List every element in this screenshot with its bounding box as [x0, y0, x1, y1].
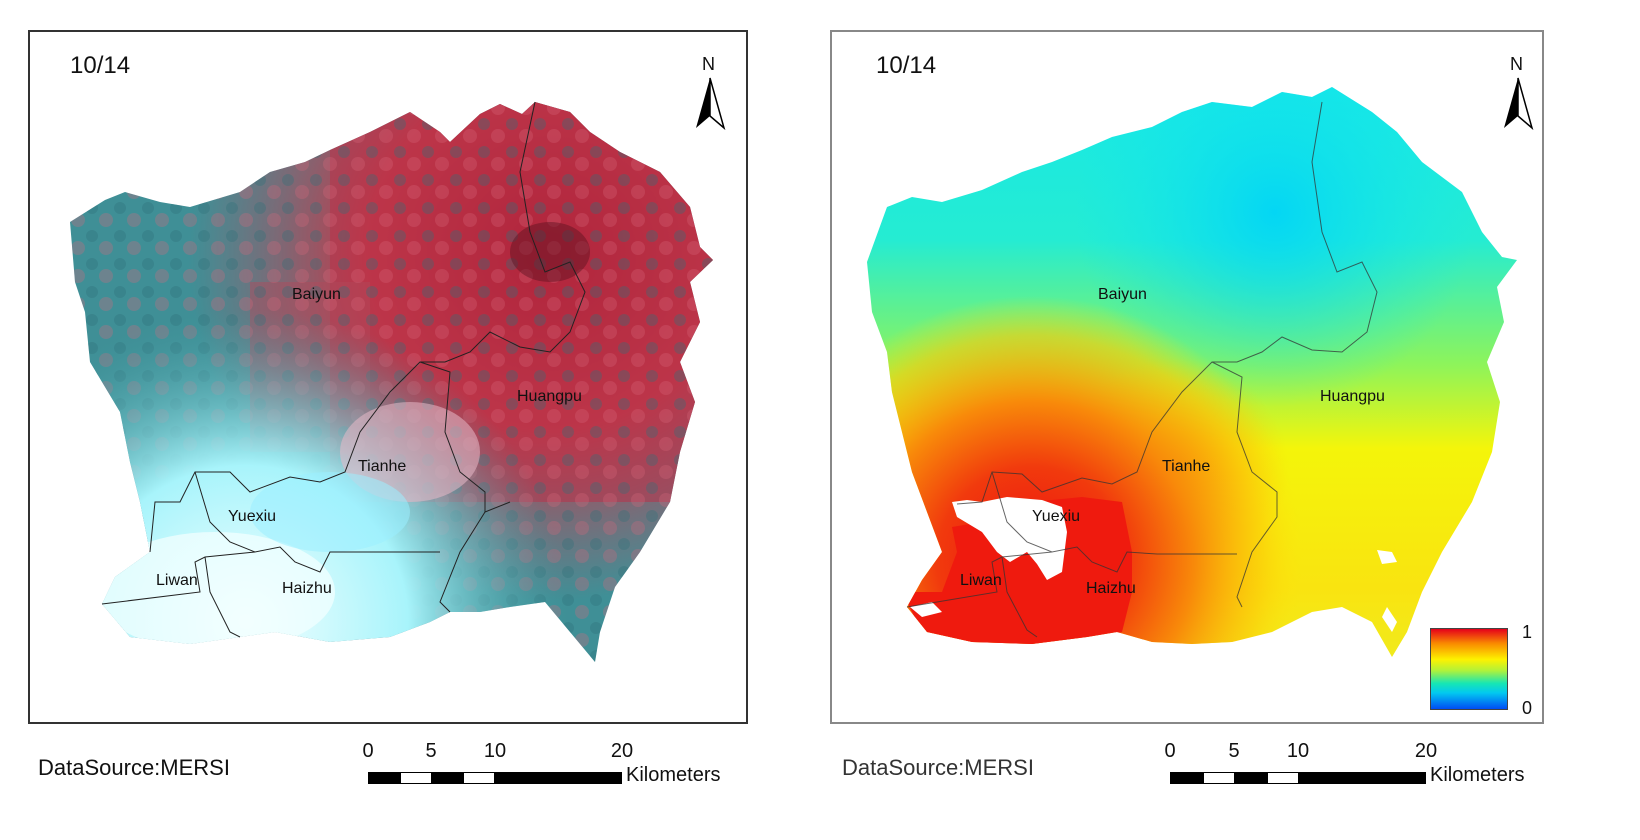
left-district-boundaries [101, 101, 586, 638]
legend-max-label: 1 [1522, 622, 1533, 642]
color-scale-legend: 1 0 [1430, 622, 1540, 718]
interpolated-index-map [867, 87, 1517, 657]
right-map-frame: 10/14 N Baiyun Huangpu Tianhe Yuexiu Liw… [830, 30, 1544, 724]
district-label-baiyun: Baiyun [1098, 286, 1147, 303]
scale-tick-20: 20 [1414, 740, 1438, 762]
right-map-panel: 10/14 N Baiyun Huangpu Tianhe Yuexiu Liw… [820, 0, 1640, 840]
legend-min-label: 0 [1522, 698, 1533, 718]
district-label-liwan: Liwan [960, 572, 1002, 589]
scale-unit-label: Kilometers [1430, 764, 1525, 786]
map-date-label: 10/14 [876, 52, 937, 79]
scale-tick-20: 20 [610, 740, 634, 762]
data-source-label: DataSource:MERSI [38, 755, 230, 780]
district-label-yuexiu: Yuexiu [228, 508, 277, 525]
scale-bar: 0 5 10 20 Kilometers [362, 740, 748, 790]
scale-tick-5: 5 [425, 740, 437, 762]
scale-bar: 0 5 10 20 Kilometers [1164, 740, 1550, 790]
district-label-huangpu: Huangpu [1320, 388, 1385, 405]
north-arrow-icon: N [1498, 54, 1538, 134]
north-letter: N [1510, 54, 1523, 74]
false-color-composite-map [70, 101, 713, 662]
district-label-yuexiu: Yuexiu [1032, 508, 1081, 525]
district-label-liwan: Liwan [156, 572, 198, 589]
left-map-panel: 10/14 N Baiyun Huangpu Tianhe Yuexiu Liw… [28, 30, 748, 790]
left-map-frame: 10/14 N Baiyun Huangpu Tianhe Yuexiu Liw… [28, 30, 748, 724]
right-district-boundaries [906, 101, 1378, 638]
data-source-label: DataSource:MERSI [842, 755, 1034, 780]
district-label-haizhu: Haizhu [1086, 580, 1136, 597]
north-letter: N [702, 54, 715, 74]
district-label-tianhe: Tianhe [1162, 458, 1211, 475]
scale-tick-10: 10 [1286, 740, 1310, 762]
scale-tick-0: 0 [1164, 740, 1176, 762]
district-label-tianhe: Tianhe [358, 458, 407, 475]
scale-tick-10: 10 [483, 740, 507, 762]
district-label-huangpu: Huangpu [517, 388, 582, 405]
map-date-label: 10/14 [70, 52, 131, 79]
legend-gradient [1430, 628, 1508, 710]
scale-tick-0: 0 [362, 740, 374, 762]
north-arrow-icon: N [690, 54, 730, 134]
district-label-baiyun: Baiyun [292, 286, 341, 303]
district-label-haizhu: Haizhu [282, 580, 332, 597]
scale-unit-label: Kilometers [626, 764, 721, 786]
scale-tick-5: 5 [1228, 740, 1240, 762]
